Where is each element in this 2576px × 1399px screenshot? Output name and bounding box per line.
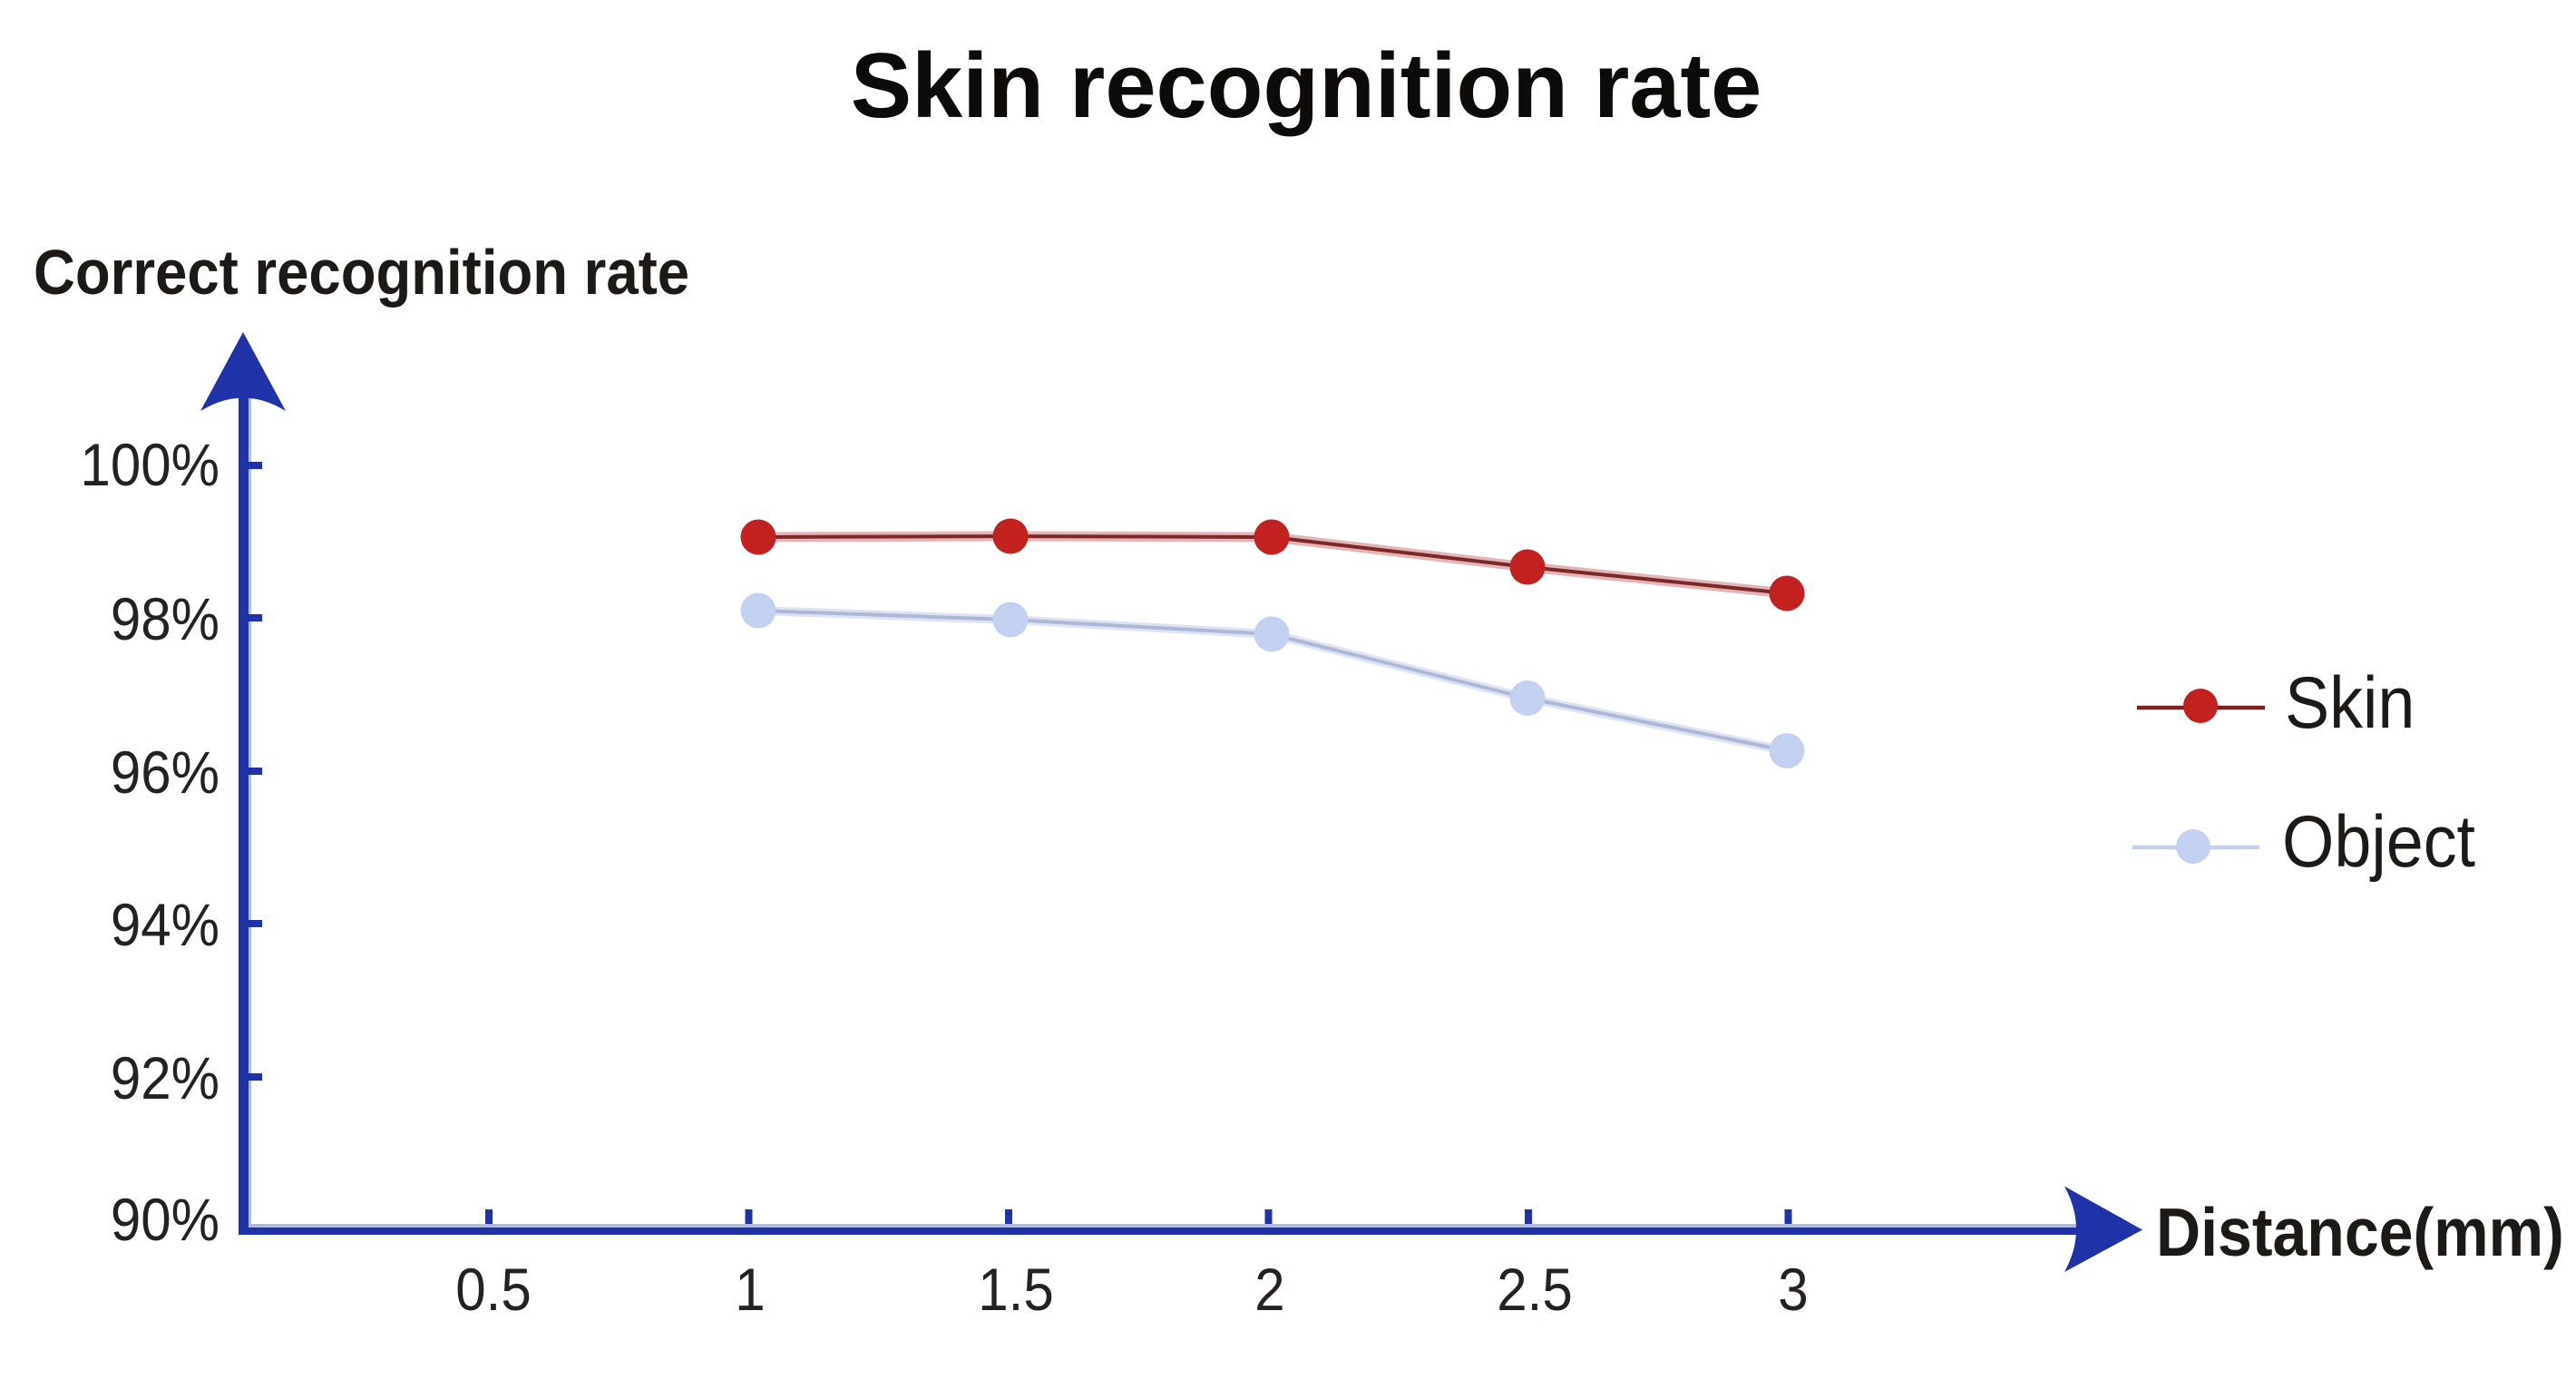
svg-text:Object: Object <box>2282 801 2475 883</box>
svg-text:1: 1 <box>735 1257 765 1323</box>
svg-text:Skin: Skin <box>2285 662 2415 744</box>
svg-text:92%: 92% <box>111 1045 220 1111</box>
svg-text:Distance(mm): Distance(mm) <box>2156 1195 2564 1271</box>
svg-text:90%: 90% <box>111 1187 220 1253</box>
svg-text:100%: 100% <box>80 432 220 498</box>
svg-text:96%: 96% <box>111 739 220 806</box>
svg-text:94%: 94% <box>111 892 220 958</box>
svg-text:3: 3 <box>1778 1257 1808 1323</box>
svg-text:1.5: 1.5 <box>978 1257 1053 1323</box>
svg-text:2: 2 <box>1254 1257 1284 1323</box>
svg-text:0.5: 0.5 <box>455 1257 531 1323</box>
svg-text:Correct recognition rate: Correct recognition rate <box>34 238 689 308</box>
svg-text:2.5: 2.5 <box>1497 1257 1572 1323</box>
svg-text:98%: 98% <box>111 586 220 652</box>
svg-text:Skin recognition rate: Skin recognition rate <box>851 35 1762 137</box>
